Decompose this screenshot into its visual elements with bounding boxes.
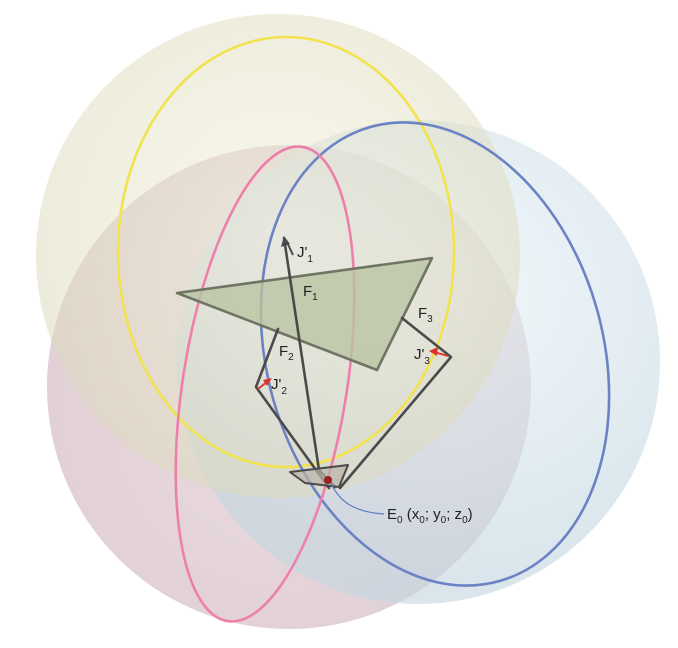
sphere-yellow xyxy=(36,14,520,498)
ellipse-blue xyxy=(259,121,611,587)
base-plate xyxy=(289,464,349,488)
label-j2: J'2 xyxy=(271,376,287,397)
arrow-j1-head xyxy=(281,236,290,247)
arrow-j2-head xyxy=(263,378,272,386)
label-j3: J'3 xyxy=(414,346,430,367)
e0-leader-line xyxy=(329,480,385,515)
force-line-f3 xyxy=(338,316,453,490)
label-e0: E0 (x0; y0; z0) xyxy=(387,506,473,526)
arrow-j3-head xyxy=(429,347,438,356)
label-j1: J'1 xyxy=(297,244,313,265)
point-e0 xyxy=(324,476,332,484)
label-f1: F1 xyxy=(303,283,318,303)
label-f2: F2 xyxy=(279,343,294,363)
force-line-f2 xyxy=(254,327,331,490)
ellipse-pink xyxy=(174,145,356,623)
label-f3: F3 xyxy=(418,305,433,325)
ellipse-yellow xyxy=(116,35,456,469)
